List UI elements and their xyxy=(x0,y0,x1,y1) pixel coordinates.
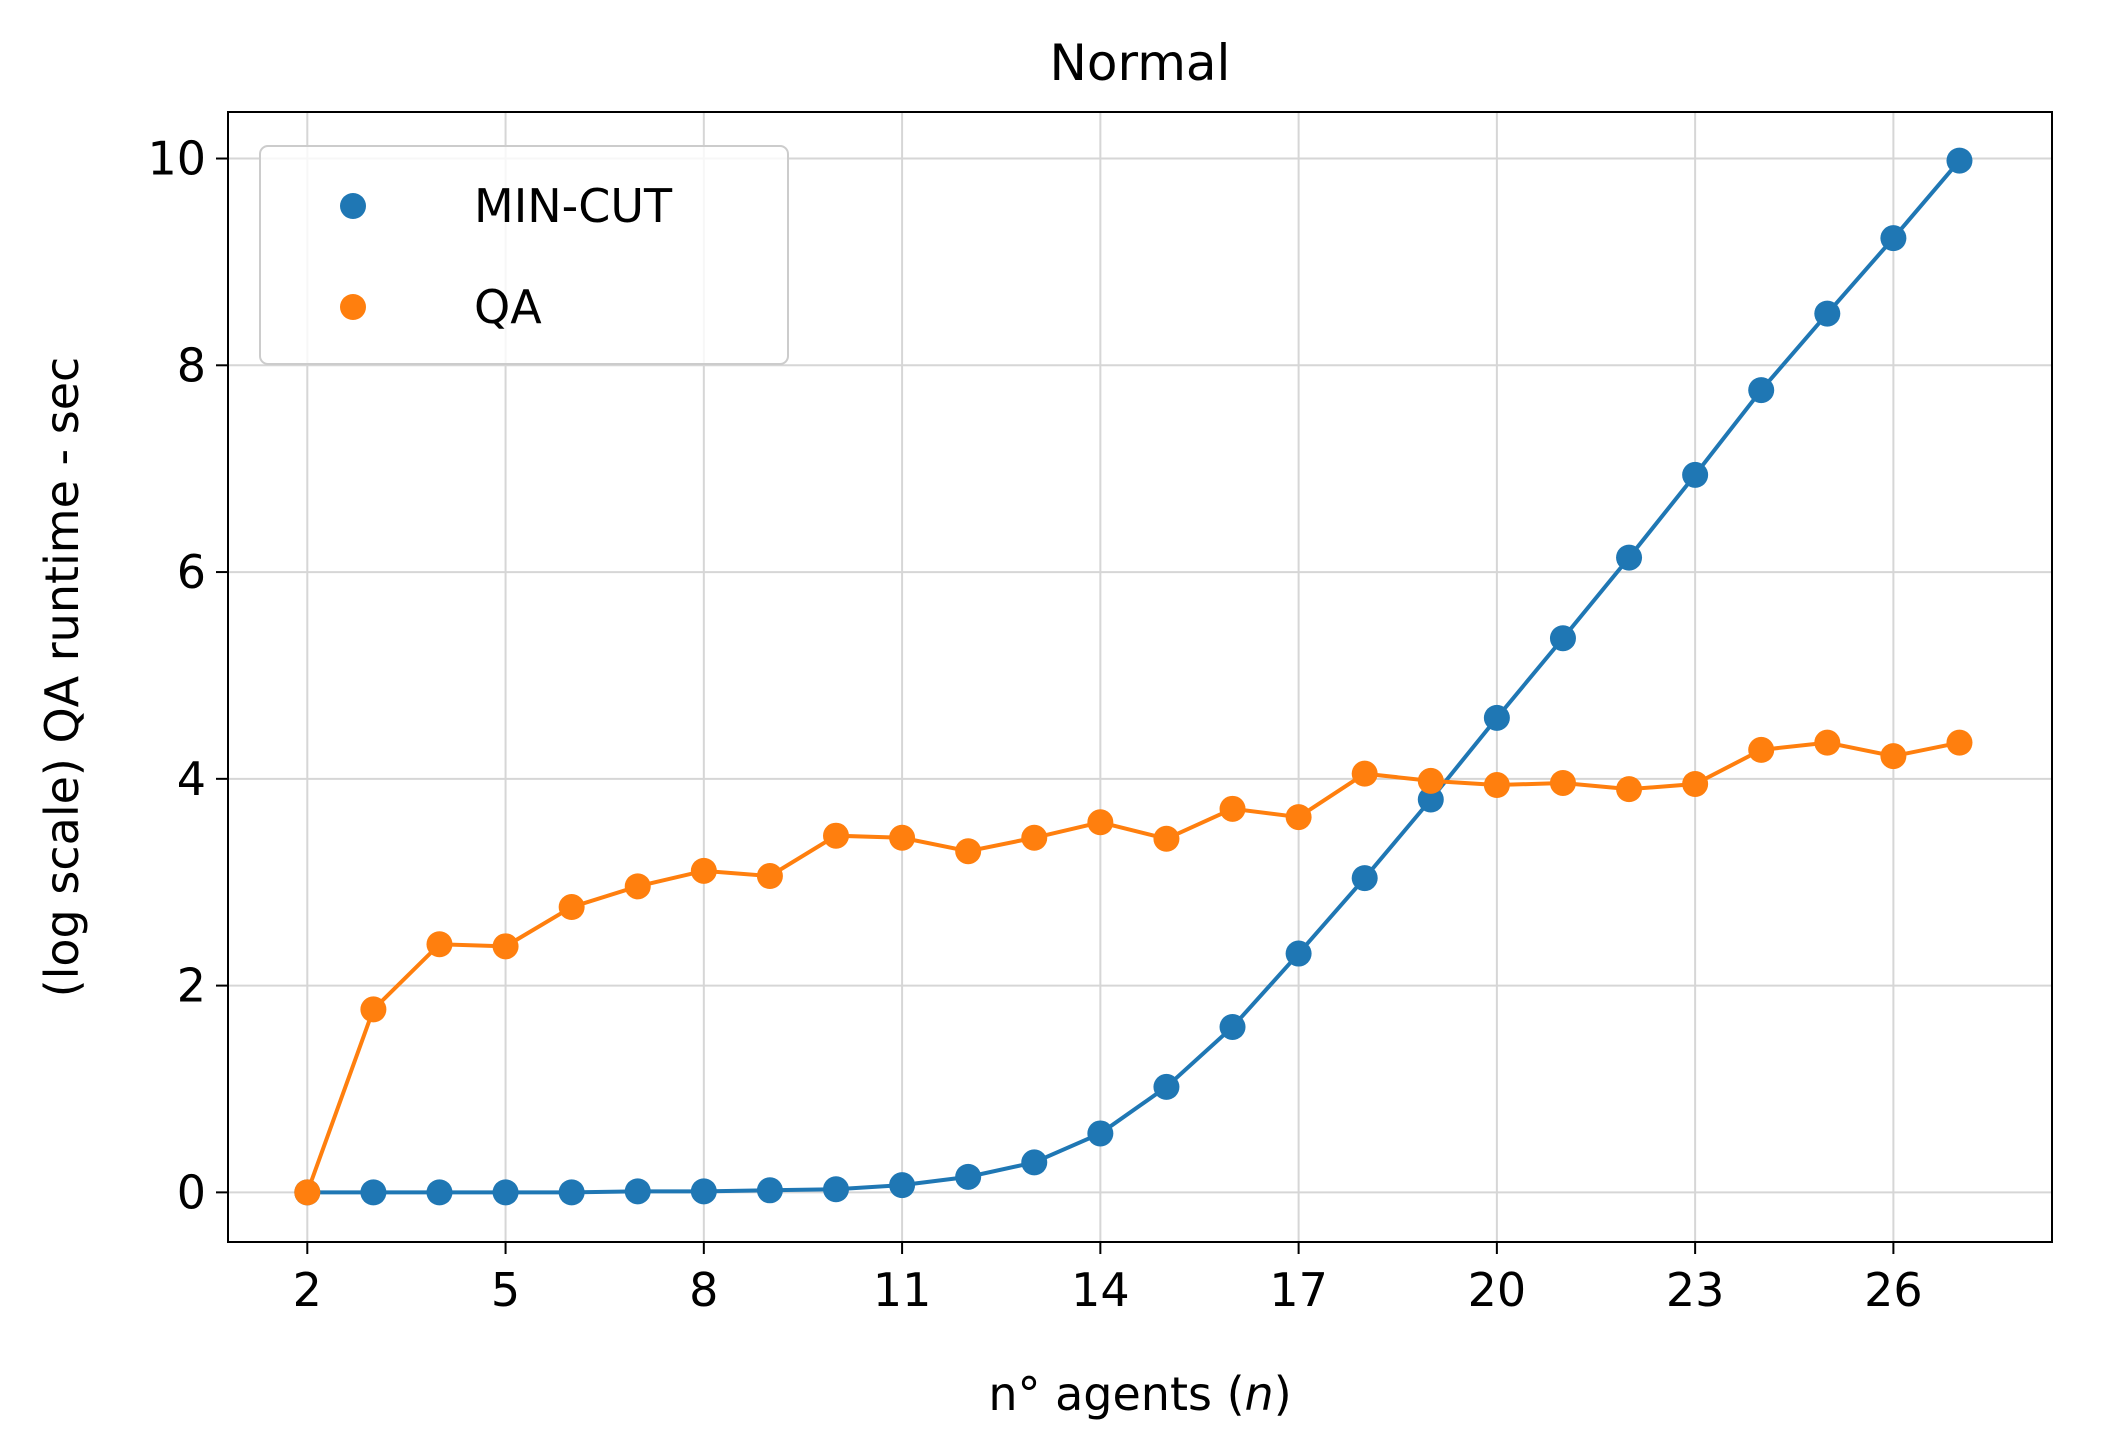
data-point-qa xyxy=(624,873,651,900)
data-point-qa xyxy=(955,838,982,865)
data-point-min-cut xyxy=(889,1172,916,1199)
data-point-qa xyxy=(1748,736,1775,763)
x-tick-label: 2 xyxy=(293,1263,322,1317)
x-tick-label: 5 xyxy=(491,1263,520,1317)
legend-marker-min-cut xyxy=(340,193,366,219)
data-point-min-cut xyxy=(1483,704,1510,731)
data-point-min-cut xyxy=(1021,1149,1048,1176)
data-point-qa xyxy=(558,894,585,921)
data-point-qa xyxy=(756,863,783,890)
data-point-qa xyxy=(1285,804,1312,831)
y-axis-label: (log scale) QA runtime - sec xyxy=(35,357,89,998)
data-point-qa xyxy=(823,822,849,849)
y-tick-label: 0 xyxy=(177,1165,206,1219)
data-point-min-cut xyxy=(823,1176,849,1203)
data-point-min-cut xyxy=(1087,1120,1114,1147)
plot-frame xyxy=(227,111,2053,1243)
y-tick-label: 6 xyxy=(177,545,206,599)
x-tick-label: 17 xyxy=(1269,1263,1328,1317)
chart-title: Normal xyxy=(1050,34,1231,92)
y-tick-label: 2 xyxy=(177,959,206,1013)
x-axis-label: n° agents (n) xyxy=(988,1367,1291,1421)
data-point-qa xyxy=(1946,729,1973,756)
data-point-min-cut xyxy=(1549,625,1576,652)
legend-label-qa: QA xyxy=(474,280,542,334)
data-point-min-cut xyxy=(1880,225,1907,252)
x-tick-label: 14 xyxy=(1071,1263,1130,1317)
data-point-min-cut xyxy=(426,1179,453,1206)
data-point-min-cut xyxy=(624,1178,651,1205)
data-point-qa xyxy=(294,1179,321,1206)
data-point-qa xyxy=(1417,767,1444,794)
x-tick-label: 11 xyxy=(873,1263,932,1317)
legend-box xyxy=(259,145,789,365)
data-point-qa xyxy=(1549,769,1576,796)
data-point-min-cut xyxy=(756,1177,783,1204)
y-tick-label: 4 xyxy=(177,752,206,806)
data-point-min-cut xyxy=(492,1179,519,1206)
data-point-qa xyxy=(1087,809,1114,836)
data-point-qa xyxy=(1021,824,1048,851)
data-point-min-cut xyxy=(955,1163,982,1190)
data-point-qa xyxy=(1153,825,1180,852)
data-point-qa xyxy=(360,996,387,1023)
x-tick-label: 23 xyxy=(1666,1263,1725,1317)
data-point-min-cut xyxy=(360,1179,387,1206)
data-point-qa xyxy=(889,824,916,851)
data-point-min-cut xyxy=(1219,1013,1246,1040)
data-point-qa xyxy=(492,933,519,960)
data-point-qa xyxy=(1814,729,1841,756)
data-point-qa xyxy=(1351,760,1378,787)
x-axis-label-close: ) xyxy=(1274,1367,1292,1421)
tick-layer: 2 5 8 11 14 17 20 23 26 0 2 4 6 8 10 xyxy=(147,132,1922,1317)
data-point-min-cut xyxy=(1946,147,1973,174)
x-tick-label: 20 xyxy=(1468,1263,1527,1317)
y-tick-label: 8 xyxy=(177,338,206,392)
legend-label-min-cut: MIN-CUT xyxy=(474,179,673,233)
data-point-qa xyxy=(1616,776,1643,803)
data-point-min-cut xyxy=(1153,1073,1180,1100)
data-point-qa xyxy=(1880,743,1907,770)
data-point-min-cut xyxy=(690,1178,717,1205)
y-tick-label: 10 xyxy=(147,132,206,186)
data-point-min-cut xyxy=(1682,461,1709,488)
data-point-min-cut xyxy=(1351,865,1378,892)
x-tick-label: 26 xyxy=(1864,1263,1923,1317)
series-min-cut xyxy=(294,147,1973,1206)
data-point-qa xyxy=(1483,772,1510,799)
series-layer xyxy=(294,147,1973,1206)
data-point-qa xyxy=(690,857,717,884)
series-qa xyxy=(294,729,1973,1206)
data-point-min-cut xyxy=(1417,786,1444,813)
data-point-min-cut xyxy=(1285,940,1312,967)
x-axis-label-text: n° agents ( xyxy=(988,1367,1244,1421)
legend-marker-qa xyxy=(340,294,366,320)
data-point-min-cut xyxy=(1616,544,1643,571)
data-point-min-cut xyxy=(558,1179,585,1206)
data-point-min-cut xyxy=(1814,300,1841,327)
data-point-min-cut xyxy=(1748,377,1775,404)
x-axis-label-variable: n xyxy=(1245,1367,1274,1421)
data-point-qa xyxy=(1682,771,1709,798)
data-point-qa xyxy=(426,931,453,958)
legend: MIN-CUT QA xyxy=(259,145,789,365)
x-tick-label: 8 xyxy=(689,1263,718,1317)
data-point-qa xyxy=(1219,795,1246,822)
